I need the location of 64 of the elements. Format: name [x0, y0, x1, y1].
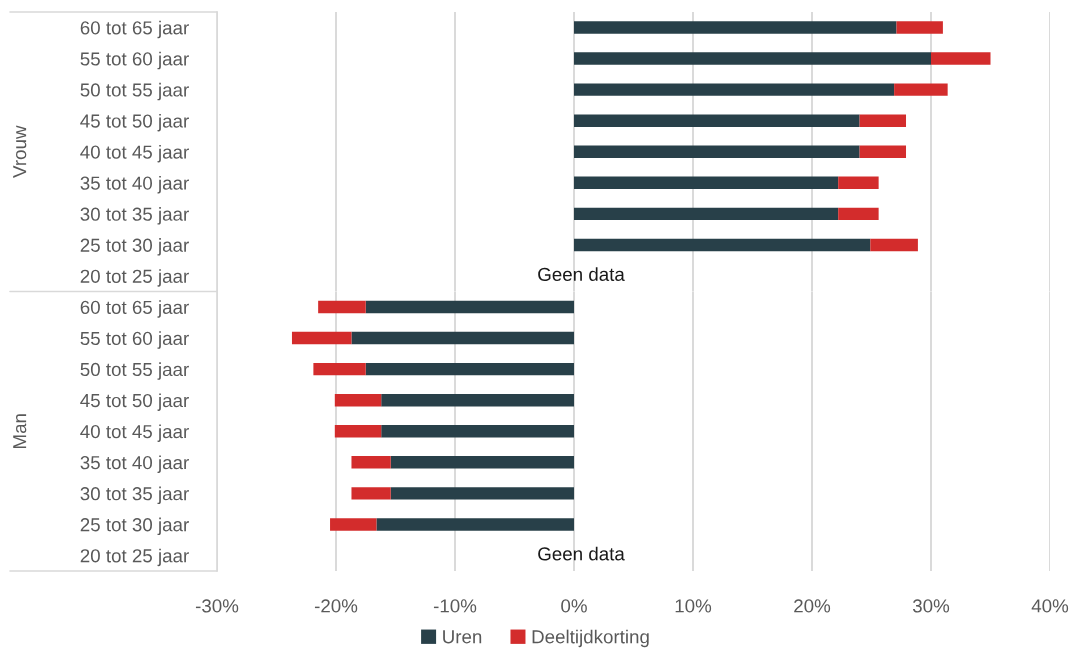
bar [334, 393, 382, 407]
bar [859, 145, 907, 158]
y-tick-label: 30 tot 35 jaar [80, 207, 189, 225]
y-axis-title: Man [13, 414, 27, 448]
bar [365, 362, 574, 376]
bar [574, 114, 860, 127]
bar [838, 207, 879, 221]
y-tick-label: 40 tot 45 jaar [80, 424, 189, 442]
annotation: Geen data [538, 546, 625, 561]
x-tick-label: 30% [912, 599, 950, 613]
y-tick-label: 35 tot 40 jaar [80, 176, 189, 194]
bar [574, 176, 839, 190]
bar [351, 331, 574, 345]
y-axis-title: Vrouw [13, 125, 27, 178]
y-tick-label: 45 tot 50 jaar [80, 113, 189, 132]
y-tick-label: 25 tot 30 jaar [80, 238, 189, 256]
y-tick-label: 55 tot 60 jaar [80, 331, 189, 349]
y-tick-label: 35 tot 40 jaar [80, 455, 189, 473]
y-tick-label: 55 tot 60 jaar [80, 51, 189, 70]
x-tick-label: 10% [675, 599, 712, 613]
legend-label: Uren [443, 630, 482, 644]
x-tick-label: -20% [314, 599, 358, 613]
x-tick-label: 20% [794, 599, 831, 613]
y-tick-label: 45 tot 50 jaar [80, 393, 189, 411]
bar [574, 21, 897, 34]
bar [381, 393, 574, 407]
y-tick-label: 30 tot 35 jaar [80, 486, 189, 505]
y-tick-label: 60 tot 65 jaar [80, 300, 189, 318]
y-tick-label: 20 tot 25 jaar [80, 548, 189, 567]
bar [896, 21, 943, 34]
bar [870, 238, 918, 252]
bar [376, 518, 574, 531]
bar [351, 487, 391, 500]
legend-label: Deeltijdkorting [532, 629, 649, 648]
x-tick-label: -30% [195, 599, 239, 613]
x-tick-label: 40% [1031, 599, 1069, 613]
y-tick-label: 60 tot 65 jaar [80, 20, 189, 39]
bar [381, 425, 574, 438]
bar [574, 83, 895, 96]
bar [365, 300, 574, 314]
x-tick-label: -10% [433, 599, 477, 613]
bar [574, 207, 839, 221]
bar [574, 52, 931, 65]
bar [291, 331, 352, 345]
bar [894, 83, 948, 96]
bar [351, 456, 391, 469]
bar [931, 52, 991, 65]
y-tick-label: 20 tot 25 jaar [80, 269, 189, 287]
bar [838, 176, 879, 190]
bar [318, 300, 366, 314]
y-tick-label: 50 tot 55 jaar [80, 82, 189, 101]
bar [390, 456, 574, 469]
bar [859, 114, 907, 127]
y-tick-label: 25 tot 30 jaar [80, 517, 189, 536]
bar [334, 425, 382, 438]
bar [390, 487, 574, 500]
bar [313, 362, 366, 376]
y-tick-label: 50 tot 55 jaar [80, 362, 189, 380]
bar [574, 145, 860, 158]
x-tick-label: 0% [561, 599, 587, 613]
bar [330, 518, 377, 531]
y-tick-label: 40 tot 45 jaar [80, 144, 189, 163]
bar [574, 238, 871, 252]
annotation: Geen data [538, 267, 625, 282]
